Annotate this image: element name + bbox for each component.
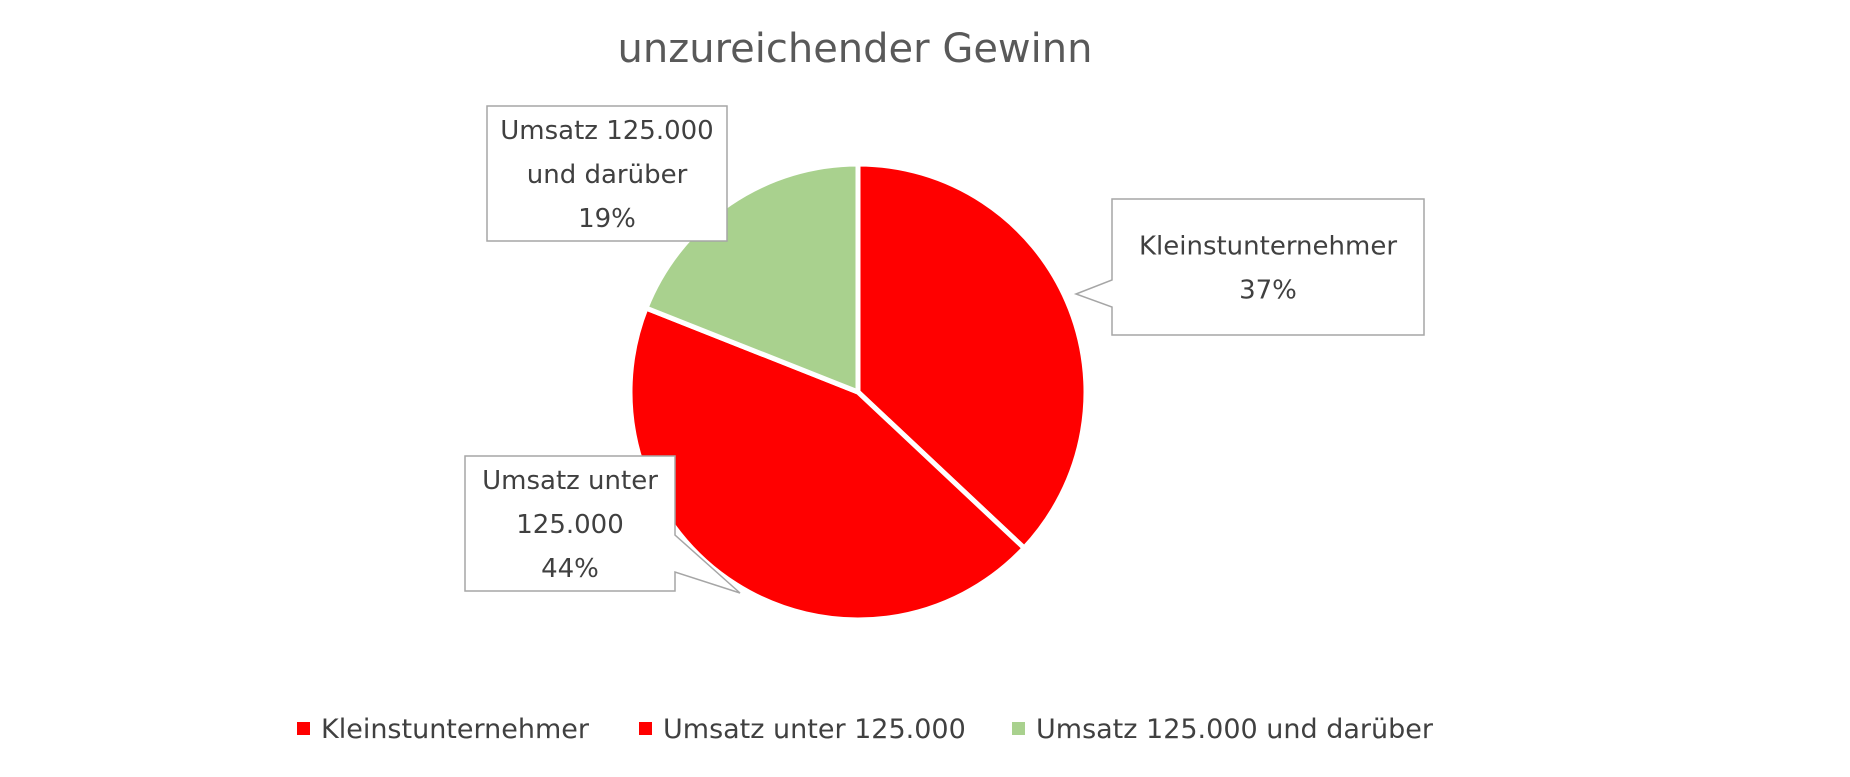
callout-label: 125.000	[516, 510, 624, 540]
legend-item-kleinstunternehmer: Kleinstunternehmer	[297, 714, 590, 745]
legend-item-umsatz-unter-125-000: Umsatz unter 125.000	[639, 714, 966, 745]
callout-percent: 44%	[541, 554, 599, 584]
pie-slice-umsatz-125-000-und-darueber	[643, 161, 861, 395]
callout-umsatz-unter-125-000: Umsatz unter 125.000 44%	[464, 455, 741, 594]
legend-swatch	[1012, 722, 1025, 735]
callout-box	[486, 105, 728, 242]
callout-percent: 19%	[578, 204, 636, 234]
pie-slice-kleinstunternehmer	[855, 161, 1089, 551]
data-label-callouts: Kleinstunternehmer 37% Umsatz unter 125.000…	[464, 105, 1425, 594]
callout-label: Umsatz unter	[482, 466, 658, 496]
callout-label: Umsatz 125.000	[500, 116, 713, 146]
callout-box	[1073, 198, 1425, 336]
callout-kleinstunternehmer: Kleinstunternehmer 37%	[1073, 198, 1425, 336]
callout-box	[464, 455, 741, 594]
legend-swatch	[297, 722, 310, 735]
legend-item-umsatz-125-000-und-darueber: Umsatz 125.000 und darüber	[1012, 714, 1434, 745]
callout-label: und darüber	[527, 160, 688, 190]
pie-slice-umsatz-unter-125-000	[627, 305, 1027, 623]
callout-umsatz-125-000-und-darueber: Umsatz 125.000 und darüber 19%	[486, 105, 728, 242]
callout-label: Kleinstunternehmer	[1139, 232, 1397, 262]
callout-percent: 37%	[1239, 276, 1297, 306]
legend-label: Kleinstunternehmer	[321, 714, 590, 745]
legend-label: Umsatz 125.000 und darüber	[1036, 714, 1434, 745]
chart-title: unzureichender Gewinn	[618, 26, 1093, 72]
pie-slices	[627, 161, 1089, 623]
legend: Kleinstunternehmer Umsatz unter 125.000 Um…	[297, 714, 1434, 745]
legend-label: Umsatz unter 125.000	[663, 714, 966, 745]
legend-swatch	[639, 722, 652, 735]
